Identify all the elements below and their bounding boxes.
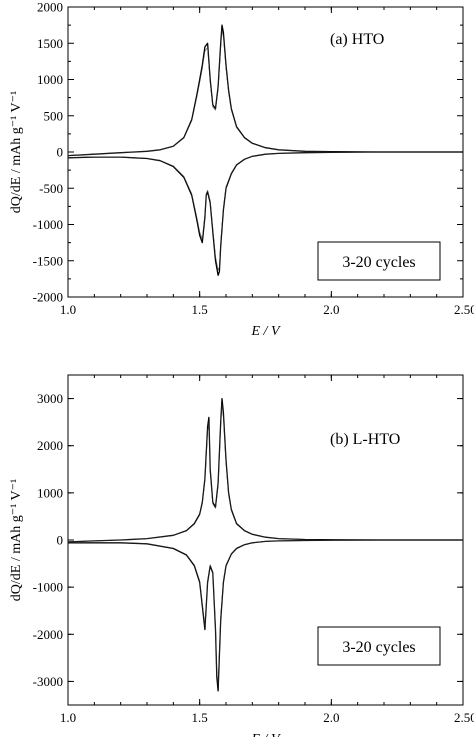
y-tick-label: -500 [39, 181, 63, 196]
y-axis-title: dQ/dE / mAh g⁻¹ V⁻¹ [9, 479, 24, 601]
x-axis-title: E / V [251, 324, 281, 339]
legend-box [317, 626, 441, 666]
x-tick-label: 2.50 [454, 710, 474, 725]
y-tick-label: 0 [57, 145, 64, 160]
y-tick-label: 2000 [37, 0, 63, 15]
legend-box [317, 241, 441, 281]
legend-box-label: 3-20 cycles [342, 639, 415, 656]
chart-panel-b: 1.0 1.5 2.0 2.50 -3000 -2000 -1000 0 1000 2000 300… [9, 374, 474, 737]
y-tick-label: -1000 [33, 217, 63, 232]
x-tick-label: 2.0 [323, 710, 339, 725]
series-line-discharge [68, 539, 463, 692]
y-tick-label: -3000 [33, 674, 63, 689]
y-tick-label: -2000 [33, 627, 63, 642]
chart-panel-a: 1.0 1.5 2.0 2.50 -2000 -1500 -1000 -500 0 500 1000… [9, 0, 474, 339]
y-axis-title: dQ/dE / mAh g⁻¹ V⁻¹ [9, 91, 24, 213]
x-tick-label: 2.0 [323, 302, 339, 317]
x-tick-label: 1.5 [192, 302, 208, 317]
panel-label: (b) L-HTO [330, 431, 400, 448]
y-tick-label: 1000 [37, 485, 63, 500]
x-tick-label: 1.0 [60, 302, 76, 317]
series-line-charge-overlay [67, 29, 463, 156]
series-line-charge-overlay [67, 403, 463, 543]
y-tick-label: -1000 [33, 580, 63, 595]
x-tick-label: 2.50 [454, 302, 474, 317]
y-tick-label: 1000 [37, 72, 63, 87]
y-tick-label: 1500 [37, 36, 63, 51]
series-line-charge [67, 397, 463, 543]
x-tick-label: 1.0 [60, 710, 76, 725]
series-line-discharge-overlay [67, 151, 463, 271]
series-line-charge [67, 24, 463, 157]
y-tick-label: -1500 [33, 253, 63, 268]
y-tick-label: 0 [57, 533, 64, 548]
legend-box-label: 3-20 cycles [342, 254, 415, 271]
x-tick-label: 1.5 [192, 710, 208, 725]
y-tick-label: 3000 [37, 391, 63, 406]
y-tick-label: 500 [44, 108, 64, 123]
panel-label: (a) HTO [330, 31, 384, 48]
x-axis-title: E / V [251, 732, 281, 737]
y-tick-label: 2000 [37, 438, 63, 453]
series-line-discharge-overlay [68, 539, 463, 686]
y-tick-label: -2000 [33, 290, 63, 305]
